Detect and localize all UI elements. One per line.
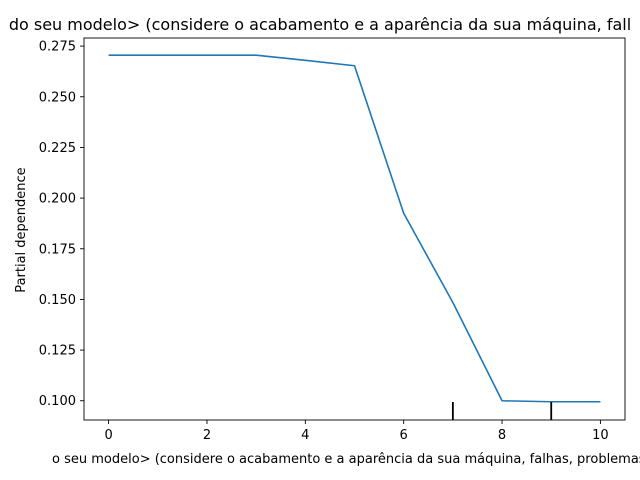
y-tick-label: 0.125 [39, 344, 76, 359]
axes-frame [83, 37, 626, 421]
y-tick-label: 0.100 [39, 394, 76, 409]
y-tick-label: 0.175 [39, 242, 76, 257]
plot-area: 0 2 4 6 8 10 0.100 0.125 0.150 0.175 0.200 0.225 0.2… [39, 37, 626, 443]
chart-title: do seu modelo> (considere o acabamento e… [9, 15, 631, 34]
series-line-0 [108, 54, 601, 403]
y-tick-label: 0.150 [39, 293, 76, 308]
y-tick-label: 0.275 [39, 40, 76, 55]
x-tick-label: 10 [592, 428, 609, 443]
x-tick-label: 8 [498, 428, 506, 443]
y-tick-label: 0.225 [39, 141, 76, 156]
y-tick-label: 0.200 [39, 192, 76, 207]
x-tick-label: 4 [301, 428, 309, 443]
x-axis-label: o seu modelo> (considere o acabamento e … [52, 452, 640, 467]
y-tick-label: 0.250 [39, 90, 76, 105]
x-tick-label: 2 [203, 428, 211, 443]
x-tick-label: 6 [400, 428, 408, 443]
x-tick-label: 0 [104, 428, 112, 443]
y-axis-label: Partial dependence [14, 167, 29, 292]
